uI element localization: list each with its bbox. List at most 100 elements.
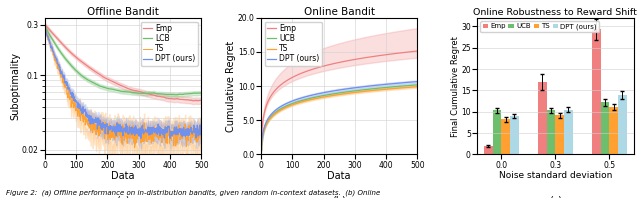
UCB <box>410 84 417 86</box>
Bar <box>556 115 564 154</box>
Emp <box>410 50 417 53</box>
X-axis label: Data: Data <box>111 171 135 181</box>
TS <box>115 134 123 136</box>
DPT (ours) <box>170 131 178 133</box>
Text: Figure 2:  (a) Offline performance on in-distribution bandits, given random in-c: Figure 2: (a) Offline performance on in-… <box>6 189 381 196</box>
UCB <box>350 90 358 92</box>
Bar <box>609 107 618 154</box>
TS <box>385 88 393 90</box>
Line: DPT (ours): DPT (ours) <box>261 82 417 149</box>
Emp <box>134 90 142 92</box>
Bar <box>538 82 547 154</box>
TS <box>170 127 177 129</box>
Emp <box>194 99 202 102</box>
Legend: Emp, UCB, TS, DPT (ours): Emp, UCB, TS, DPT (ours) <box>481 21 599 32</box>
DPT (ours) <box>195 135 202 137</box>
Emp <box>385 53 393 55</box>
Emp <box>333 62 340 64</box>
Line: TS: TS <box>45 27 202 147</box>
Legend: Emp, LCB, TS, DPT (ours): Emp, LCB, TS, DPT (ours) <box>141 22 198 66</box>
DPT (ours) <box>257 148 265 150</box>
UCB <box>385 86 393 88</box>
LCB <box>198 92 205 94</box>
Emp <box>342 60 349 62</box>
DPT (ours) <box>332 89 339 92</box>
Emp <box>257 141 265 144</box>
Line: Emp: Emp <box>261 51 417 142</box>
DPT (ours) <box>342 88 349 90</box>
TS <box>41 26 49 29</box>
TS <box>333 94 340 96</box>
Emp <box>350 58 358 61</box>
Y-axis label: Suboptimality: Suboptimality <box>10 52 20 120</box>
Bar <box>484 146 493 154</box>
Line: LCB: LCB <box>45 27 202 95</box>
TS <box>350 91 358 94</box>
UCB <box>332 92 339 95</box>
DPT (ours) <box>166 137 174 140</box>
Emp <box>332 62 339 64</box>
DPT (ours) <box>41 30 49 32</box>
Text: (c): (c) <box>549 195 562 198</box>
Line: Emp: Emp <box>45 25 202 101</box>
UCB <box>257 148 265 151</box>
UCB <box>413 84 421 86</box>
Emp <box>126 88 134 90</box>
TS <box>413 86 421 88</box>
LCB <box>194 92 202 94</box>
Line: DPT (ours): DPT (ours) <box>45 30 202 138</box>
DPT (ours) <box>413 80 421 83</box>
Emp <box>115 84 123 86</box>
TS <box>342 92 349 95</box>
TS <box>332 94 339 96</box>
Emp <box>189 100 197 102</box>
DPT (ours) <box>333 89 340 92</box>
Bar <box>510 116 518 154</box>
UCB <box>333 92 340 95</box>
Bar <box>547 110 556 154</box>
Title: Online Robustness to Reward Shift: Online Robustness to Reward Shift <box>474 8 637 17</box>
Bar <box>618 95 627 154</box>
Line: UCB: UCB <box>261 85 417 150</box>
Bar <box>564 110 573 154</box>
TS <box>410 86 417 88</box>
Emp <box>41 24 49 26</box>
DPT (ours) <box>42 29 49 31</box>
TS <box>134 135 142 137</box>
Bar <box>501 119 510 154</box>
X-axis label: Noise standard deviation: Noise standard deviation <box>499 171 612 180</box>
Y-axis label: Cumulative Regret: Cumulative Regret <box>227 41 236 132</box>
UCB <box>342 91 349 93</box>
LCB <box>115 90 123 92</box>
TS <box>116 136 124 138</box>
TS <box>126 132 134 134</box>
Legend: Emp, UCB, TS, DPT (ours): Emp, UCB, TS, DPT (ours) <box>265 22 322 66</box>
DPT (ours) <box>410 81 417 83</box>
Bar <box>493 110 501 154</box>
Title: Online Bandit: Online Bandit <box>304 7 374 17</box>
DPT (ours) <box>385 83 393 85</box>
LCB <box>116 90 124 92</box>
Emp <box>116 84 124 86</box>
Y-axis label: Final Cumulative Regret: Final Cumulative Regret <box>451 36 460 137</box>
DPT (ours) <box>116 125 124 127</box>
DPT (ours) <box>198 130 205 132</box>
Emp <box>198 99 205 102</box>
Title: Offline Bandit: Offline Bandit <box>87 7 159 17</box>
LCB <box>134 92 142 94</box>
TS <box>194 140 202 142</box>
Text: (b): (b) <box>332 195 346 198</box>
TS <box>257 148 265 150</box>
Emp <box>170 98 177 100</box>
LCB <box>173 94 180 96</box>
Line: TS: TS <box>261 87 417 149</box>
LCB <box>126 91 134 93</box>
LCB <box>170 93 177 96</box>
DPT (ours) <box>126 131 134 133</box>
Emp <box>413 50 421 52</box>
Bar <box>601 102 609 154</box>
LCB <box>41 26 49 28</box>
X-axis label: Data: Data <box>328 171 351 181</box>
DPT (ours) <box>116 129 124 132</box>
TS <box>198 140 205 142</box>
